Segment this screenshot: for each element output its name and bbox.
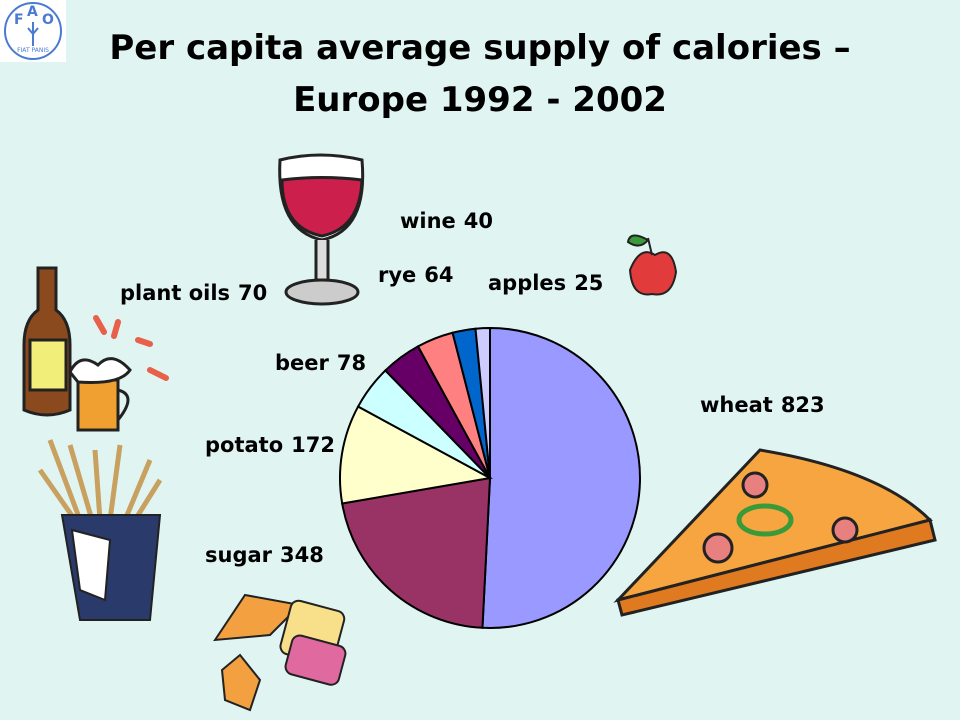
slice-category: wine bbox=[400, 209, 456, 233]
pie-slice bbox=[341, 476, 492, 629]
pie-slice bbox=[474, 326, 491, 479]
slice-category: sugar bbox=[205, 543, 273, 567]
slice-category: potato bbox=[205, 433, 283, 457]
slice-value: 70 bbox=[238, 281, 267, 305]
bottle-art bbox=[22, 266, 169, 432]
slice-label: beer 78 bbox=[275, 351, 366, 375]
logo: F A O FIAT PANIS bbox=[0, 0, 66, 62]
slice-label: potato 172 bbox=[205, 433, 335, 457]
slice-label: plant oils 70 bbox=[120, 281, 267, 305]
slice-value: 40 bbox=[464, 209, 493, 233]
slice-category: rye bbox=[378, 263, 416, 287]
slice-value: 823 bbox=[781, 393, 825, 417]
slice-label: rye 64 bbox=[378, 263, 454, 287]
logo-letter: O bbox=[42, 12, 54, 28]
slice-value: 78 bbox=[337, 351, 366, 375]
slice-value: 64 bbox=[424, 263, 453, 287]
slice-category: beer bbox=[275, 351, 330, 375]
slice-category: apples bbox=[488, 271, 566, 295]
logo-motto: FIAT PANIS bbox=[17, 47, 49, 54]
chart-title: Per capita average supply of calories – … bbox=[109, 28, 851, 120]
slice-label: apples 25 bbox=[488, 271, 603, 295]
pizza-art bbox=[613, 448, 937, 617]
apple-art bbox=[626, 234, 678, 296]
slice-value: 25 bbox=[574, 271, 603, 295]
slice-label: wine 40 bbox=[400, 209, 493, 233]
pie-slice bbox=[481, 326, 642, 629]
slice-label: sugar 348 bbox=[205, 543, 324, 567]
logo-letter: F bbox=[14, 12, 24, 28]
wine-glass-art bbox=[278, 153, 365, 306]
slice-category: wheat bbox=[700, 393, 773, 417]
fries-art bbox=[37, 439, 163, 621]
slice-value: 172 bbox=[291, 433, 335, 457]
slice-value: 348 bbox=[280, 543, 324, 567]
pie-slice bbox=[339, 405, 494, 505]
logo-letter: A bbox=[27, 4, 38, 20]
slice-category: plant oils bbox=[120, 281, 230, 305]
slice-label: wheat 823 bbox=[700, 393, 825, 417]
sweets-art bbox=[213, 593, 347, 712]
